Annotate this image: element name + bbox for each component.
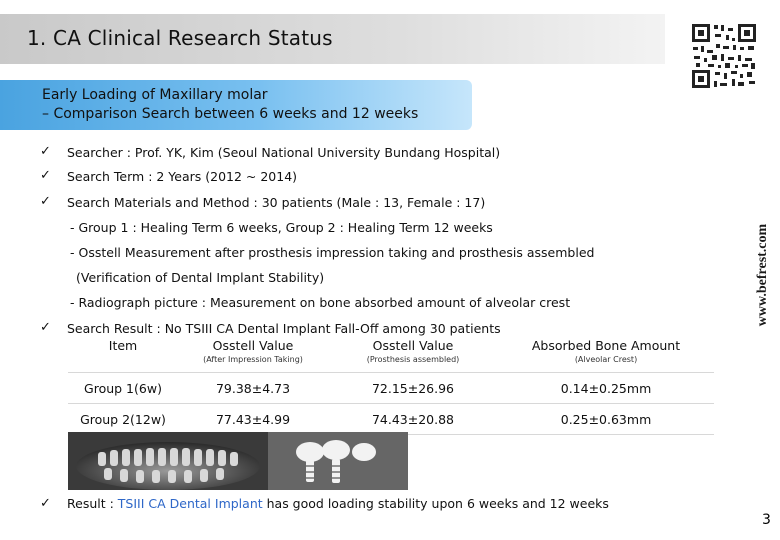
table-cell: Group 1(6w)	[68, 372, 178, 404]
radiograph-line: - Radiograph picture : Measurement on bo…	[70, 295, 571, 310]
result-line: Result : TSIII CA Dental Implant has goo…	[67, 496, 609, 511]
materials-line: Search Materials and Method : 30 patient…	[67, 195, 486, 210]
check-icon: ✓	[40, 320, 51, 335]
watermark: www.befrest.com	[752, 195, 772, 355]
searcher-line: Searcher : Prof. YK, Kim (Seoul National…	[67, 145, 501, 160]
result-highlight: TSIII CA Dental Implant	[117, 496, 263, 511]
check-icon: ✓	[40, 144, 51, 159]
subtitle-line-1: Early Loading of Maxillary molar	[42, 87, 268, 103]
search-result-line: Search Result : No TSIII CA Dental Impla…	[67, 321, 501, 336]
header-item: Item	[108, 338, 138, 353]
search-term-line: Search Term : 2 Years (2012 ~ 2014)	[67, 169, 298, 184]
subtitle: Early Loading of Maxillary molar – Compa…	[42, 86, 418, 124]
page-number: 3	[762, 512, 771, 528]
header-absorbed-bone: Absorbed Bone Amount (Alveolar Crest)	[531, 338, 681, 364]
group-line: - Group 1 : Healing Term 6 weeks, Group …	[70, 220, 493, 235]
table-cell: 74.43±20.88	[328, 403, 498, 435]
table-cell: 0.25±0.63mm	[498, 403, 714, 435]
osstell-line: - Osstell Measurement after prosthesis i…	[70, 245, 595, 260]
xray-image	[68, 432, 408, 490]
table-row: Group 1(6w) 79.38±4.73 72.15±26.96 0.14±…	[68, 372, 714, 404]
qr-code-icon	[690, 22, 758, 90]
table-cell: 72.15±26.96	[328, 372, 498, 404]
subtitle-line-2: – Comparison Search between 6 weeks and …	[42, 106, 419, 122]
table-row: Group 2(12w) 77.43±4.99 74.43±20.88 0.25…	[68, 403, 714, 435]
table-header-row: Item Osstell Value (After Impression Taki…	[68, 338, 714, 373]
page-title: 1. CA Clinical Research Status	[27, 26, 333, 50]
table-cell: 0.14±0.25mm	[498, 372, 714, 404]
result-prefix: Result :	[67, 496, 118, 511]
check-icon: ✓	[40, 496, 51, 511]
header-osstell-prosthesis: Osstell Value (Prosthesis assembled)	[366, 338, 460, 364]
result-suffix: has good loading stability upon 6 weeks …	[262, 496, 609, 511]
table-cell: 77.43±4.99	[178, 403, 328, 435]
subtitle-banner	[0, 80, 472, 130]
results-table: Item Osstell Value (After Impression Taki…	[68, 338, 714, 435]
table-cell: 79.38±4.73	[178, 372, 328, 404]
verification-line: (Verification of Dental Implant Stabilit…	[76, 270, 325, 285]
table-cell: Group 2(12w)	[68, 403, 178, 435]
check-icon: ✓	[40, 194, 51, 209]
watermark-text: www.befrest.com	[755, 223, 770, 326]
check-icon: ✓	[40, 168, 51, 183]
title-bar	[0, 14, 665, 64]
header-osstell-after-impression: Osstell Value (After Impression Taking)	[203, 338, 303, 364]
